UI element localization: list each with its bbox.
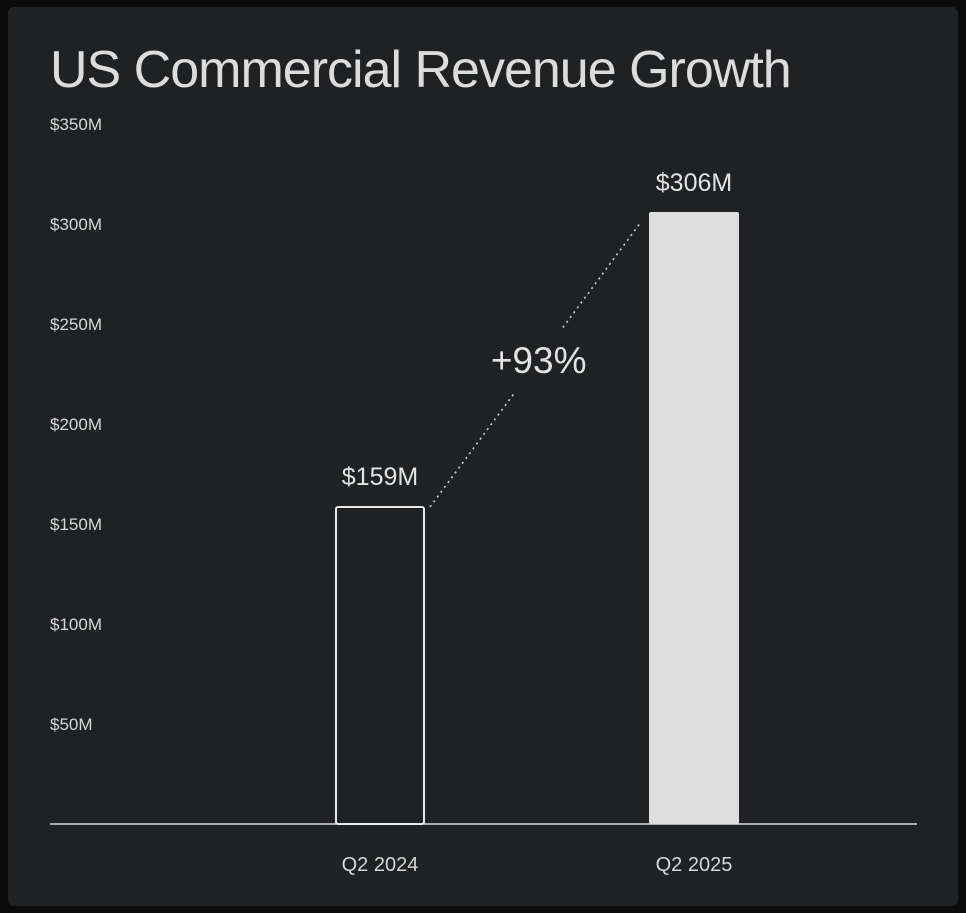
chart-title: US Commercial Revenue Growth	[50, 41, 792, 99]
y-tick-label: $150M	[50, 515, 102, 534]
bar-q2-2025	[649, 212, 739, 824]
x-category-label: Q2 2024	[342, 854, 419, 876]
bar-q2-2024	[335, 506, 425, 825]
y-tick-label: $250M	[50, 315, 102, 334]
bar-value-label: $306M	[656, 169, 732, 197]
growth-connector-upper	[562, 221, 642, 328]
y-tick-label: $200M	[50, 415, 102, 434]
y-tick-label: $100M	[50, 615, 102, 634]
chart-card	[8, 7, 958, 906]
y-tick-label: $300M	[50, 215, 102, 234]
growth-annotation: +93%	[491, 340, 587, 381]
growth-connector-lower	[429, 392, 516, 508]
bar-value-label: $159M	[342, 463, 418, 491]
x-category-label: Q2 2025	[656, 854, 733, 876]
y-tick-label: $50M	[50, 715, 93, 734]
y-tick-label: $350M	[50, 115, 102, 134]
